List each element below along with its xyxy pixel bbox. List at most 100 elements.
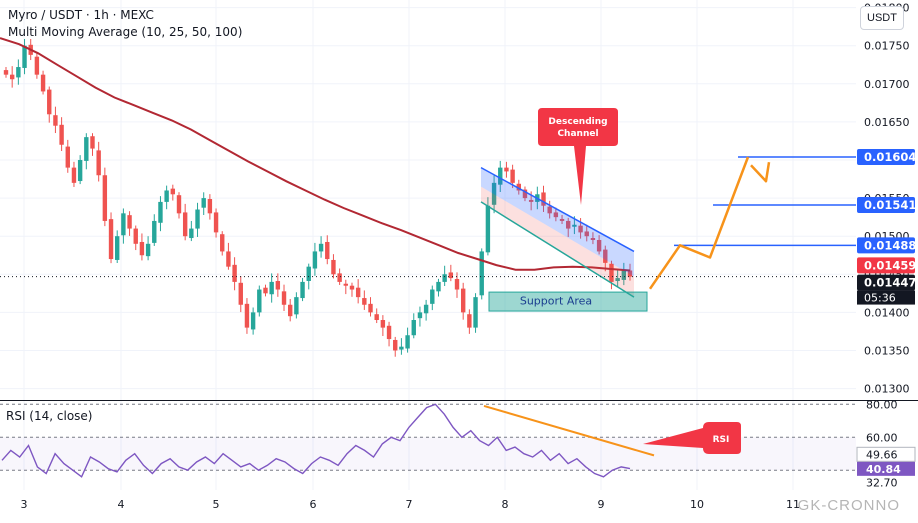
price-label-text: 0.01447 bbox=[864, 276, 916, 290]
candle-body bbox=[467, 314, 472, 328]
candle-body bbox=[405, 335, 410, 349]
rsi-line bbox=[1, 403, 631, 478]
price-label-box bbox=[857, 196, 915, 213]
channel-lower-fill bbox=[481, 186, 634, 298]
price-label-last: 0.01447 05:36 bbox=[857, 274, 916, 305]
candle-body bbox=[90, 136, 95, 149]
candle-body bbox=[3, 70, 9, 75]
rsi-value-box bbox=[856, 446, 916, 462]
channel-callout-bubble bbox=[538, 108, 618, 205]
rsi-callout-bubble bbox=[643, 422, 741, 454]
candle-body bbox=[423, 304, 429, 314]
candle-body bbox=[380, 320, 386, 328]
price-label-level: 0.01488 bbox=[857, 237, 916, 254]
candle-body bbox=[232, 264, 237, 282]
candle-body bbox=[430, 289, 435, 304]
channel-upper-fill bbox=[481, 167, 634, 277]
candle-body bbox=[584, 231, 589, 237]
currency-button[interactable]: USDT bbox=[860, 6, 904, 30]
candle-body bbox=[300, 281, 305, 299]
candle-body bbox=[65, 146, 70, 168]
candles-group bbox=[3, 39, 633, 357]
candle-body bbox=[393, 339, 398, 351]
price-tick-label: 0.01650 bbox=[864, 116, 910, 129]
candle-body bbox=[368, 303, 373, 313]
price-label-level: 0.01541 bbox=[857, 196, 916, 213]
rsi-legend[interactable]: RSI (14, close) bbox=[6, 409, 93, 423]
candle-body bbox=[238, 282, 243, 305]
rsi-callout: RSI bbox=[643, 422, 741, 454]
candle-body bbox=[325, 241, 330, 260]
candle-body bbox=[504, 167, 509, 172]
candle-body bbox=[473, 297, 478, 328]
price-label-text: 0.01541 bbox=[864, 198, 916, 212]
channel-label-line2: Channel bbox=[557, 129, 598, 139]
candle-body bbox=[621, 270, 627, 280]
candle-body bbox=[603, 249, 608, 263]
rsi-value-label: 40.84 bbox=[866, 463, 901, 476]
candle-body bbox=[96, 150, 101, 176]
candle-body bbox=[362, 298, 367, 305]
projection-path bbox=[648, 156, 750, 290]
candle-body bbox=[34, 56, 40, 75]
candle-body bbox=[479, 251, 484, 296]
candle-body bbox=[207, 199, 213, 214]
candle-body bbox=[485, 205, 491, 253]
channel-label-line1: Descending bbox=[548, 117, 607, 127]
price-tick-label: 0.01300 bbox=[864, 383, 910, 396]
time-tick-label: 4 bbox=[118, 498, 125, 511]
time-tick-label: 3 bbox=[21, 498, 28, 511]
candle-body bbox=[250, 312, 256, 330]
price-label-text: 0.01604 bbox=[864, 150, 916, 164]
candle-body bbox=[189, 228, 194, 239]
candle-body bbox=[596, 240, 602, 252]
candle-body bbox=[566, 220, 571, 229]
rsi-trendline bbox=[483, 404, 655, 457]
candle-body bbox=[491, 182, 497, 205]
countdown-text: 05:36 bbox=[864, 292, 896, 305]
candle-body bbox=[158, 201, 163, 223]
candle-body bbox=[590, 238, 596, 240]
time-tick-label: 10 bbox=[690, 498, 704, 511]
candle-body bbox=[331, 259, 336, 275]
candle-body bbox=[71, 167, 77, 183]
rsi-callout-text: RSI bbox=[713, 435, 730, 445]
time-tick-label: 5 bbox=[213, 498, 220, 511]
candle-body bbox=[627, 270, 633, 277]
candle-body bbox=[374, 314, 379, 320]
candle-body bbox=[47, 89, 52, 115]
candle-body bbox=[127, 215, 132, 229]
time-tick-label: 8 bbox=[502, 498, 509, 511]
candle-body bbox=[275, 280, 281, 290]
candle-body bbox=[306, 266, 311, 281]
candle-body bbox=[281, 291, 287, 305]
candle-body bbox=[53, 115, 58, 126]
support-zone bbox=[488, 291, 648, 312]
candle-body bbox=[547, 206, 552, 214]
candle-body bbox=[615, 278, 620, 281]
candle-body bbox=[411, 320, 416, 336]
rsi-value-box bbox=[857, 461, 915, 476]
candle-body bbox=[84, 137, 89, 161]
candle-body bbox=[257, 289, 262, 313]
support-label: Support Area bbox=[520, 295, 592, 308]
price-label-level: 0.01604 bbox=[857, 148, 916, 165]
candle-body bbox=[102, 175, 108, 221]
indicator-legend[interactable]: Multi Moving Average (10, 25, 50, 100) bbox=[8, 25, 243, 39]
candle-body bbox=[343, 283, 349, 286]
time-tick-label: 9 bbox=[598, 498, 605, 511]
candle-body bbox=[609, 263, 614, 282]
candle-body bbox=[312, 251, 318, 269]
candle-body bbox=[337, 273, 342, 282]
candle-body bbox=[244, 303, 250, 328]
candle-body bbox=[578, 225, 583, 233]
candle-body bbox=[9, 74, 15, 80]
candle-body bbox=[263, 287, 268, 294]
price-tick-label: 0.01700 bbox=[864, 78, 910, 91]
candle-body bbox=[572, 224, 577, 227]
price-label-box bbox=[857, 148, 915, 165]
candle-body bbox=[269, 281, 274, 295]
candle-body bbox=[294, 297, 299, 315]
